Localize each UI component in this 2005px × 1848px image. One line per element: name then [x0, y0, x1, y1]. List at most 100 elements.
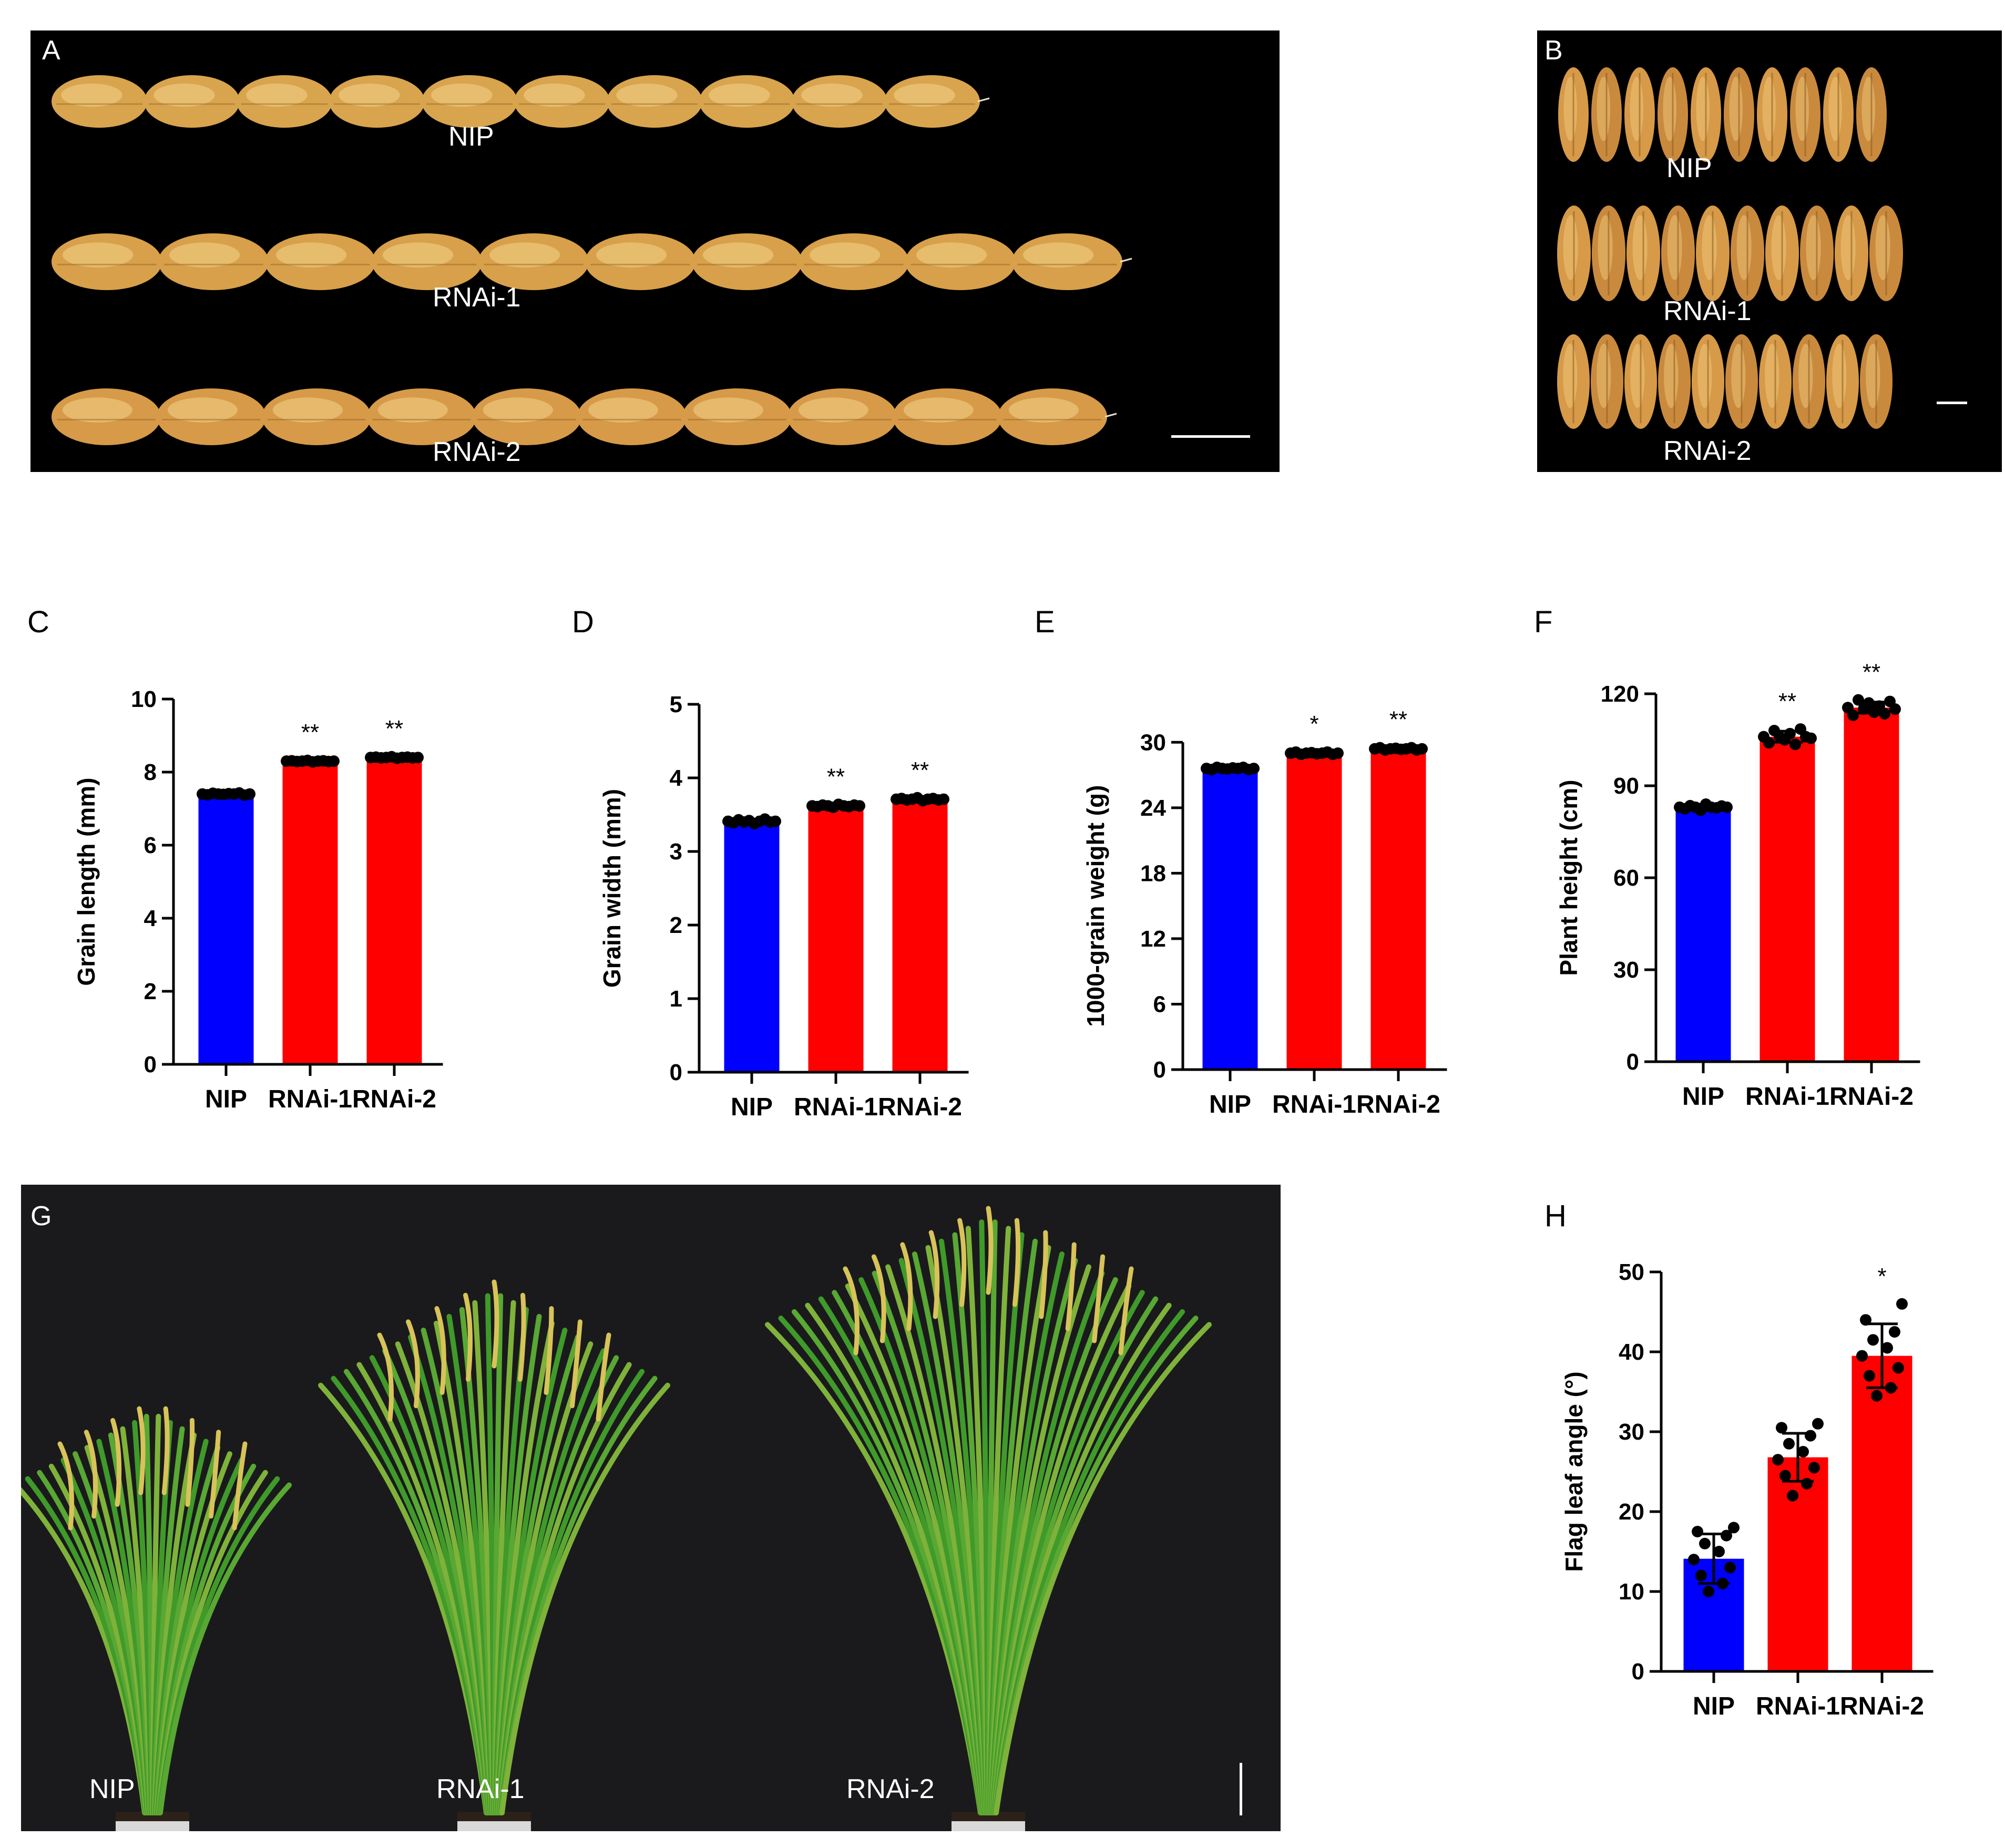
chart-h-point-rnai-2-2	[1885, 1382, 1897, 1394]
chart-e-ytick-label-3: 18	[1140, 860, 1166, 886]
panel-a-grain-r3-4	[367, 388, 486, 445]
chart-e-bar-nip	[1202, 768, 1258, 1070]
panel-g-letter: G	[30, 1201, 52, 1231]
chart-h-point-rnai-1-10	[1812, 1418, 1824, 1430]
chart-d-ytick-label-3: 3	[670, 839, 682, 865]
panel-b-grain-r3-4	[1658, 334, 1691, 429]
chart-h-ytick-label-3: 30	[1619, 1419, 1644, 1445]
chart-h-point-rnai-2-8	[1889, 1326, 1900, 1338]
panel-b-grain-r1-10	[1856, 67, 1887, 162]
panel-a-grain-r2-1	[52, 233, 172, 290]
chart-d-grain-width: 0 1 2 3 4 5 NIP RNAi-1 RNAi-2 ** ** Grain width (mm…	[589, 662, 1020, 1138]
panel-b-grain-r1-3	[1624, 67, 1655, 162]
panel-a-grain-r3-2	[157, 388, 276, 445]
panel-g-photo: G NIP RNAi-1 RNAi-2	[21, 1185, 1281, 1831]
chart-h-point-nip-6	[1713, 1546, 1725, 1557]
panel-b-grain-r1-4	[1658, 67, 1688, 162]
panel-a-scale-bar	[1171, 435, 1250, 438]
chart-f-point-rnai-2-10	[1889, 703, 1901, 715]
chart-h-point-nip-8	[1721, 1529, 1732, 1542]
chart-e-xtick-label-rnai-1: RNAi-1	[1272, 1091, 1356, 1118]
panel-b-photo: B NIP RNAi-1 RNAi-2	[1537, 30, 2002, 472]
chart-f-ytick-label-2: 60	[1613, 865, 1639, 891]
panel-b-grain-r1-7	[1757, 67, 1787, 162]
panel-b-label-rnai2: RNAi-2	[1663, 436, 1752, 466]
chart-h-point-rnai-1-9	[1776, 1422, 1787, 1434]
chart-h-xtick-label-rnai-1: RNAi-1	[1756, 1692, 1840, 1720]
chart-f-point-rnai-1-6	[1784, 727, 1796, 740]
chart-f-point-nip-10	[1721, 801, 1733, 813]
panel-b-grain-r1-2	[1591, 67, 1622, 162]
panel-b-grain-r3-2	[1591, 334, 1623, 429]
panel-b-grain-r2-5	[1696, 206, 1730, 301]
panel-a-label-nip: NIP	[448, 121, 494, 152]
panel-a-grain-r1-7	[607, 75, 712, 128]
chart-f-point-rnai-2-8	[1879, 707, 1890, 720]
chart-h-point-rnai-1-3	[1779, 1470, 1791, 1482]
chart-h-point-nip-9	[1692, 1526, 1703, 1537]
panel-a-grain-r3-7	[682, 388, 802, 445]
chart-d-xtick-label-nip: NIP	[731, 1093, 773, 1121]
panel-b-grain-r2-10	[1869, 206, 1903, 301]
panel-a-grain-r1-4	[329, 75, 435, 128]
chart-c-bar-rnai-2	[366, 757, 422, 1064]
panel-b-grain-r3-10	[1860, 334, 1893, 429]
chart-h-point-rnai-1-6	[1797, 1446, 1809, 1457]
chart-e-ytick-label-1: 6	[1153, 991, 1166, 1017]
panel-a-grain-r3-9	[893, 388, 1012, 445]
panel-d-letter: D	[572, 605, 594, 639]
chart-c-svg: 0 2 4 6 8 10 NIP RNAi-1 RNAi-2 ** ** Grain length (…	[73, 686, 443, 1113]
chart-d-significance-rnai-1: **	[827, 764, 845, 789]
chart-d-ytick-label-2: 2	[670, 912, 682, 938]
chart-d-point-rnai-2-10	[938, 793, 949, 805]
panel-f-letter: F	[1534, 605, 1553, 639]
chart-h-ytick-label-4: 40	[1619, 1339, 1644, 1365]
chart-d-ytick-label-0: 0	[670, 1060, 682, 1085]
chart-d-ytick-label-1: 1	[670, 986, 682, 1012]
chart-h-point-rnai-1-8	[1805, 1430, 1816, 1442]
chart-e-ytick-label-5: 30	[1140, 730, 1166, 755]
chart-h-point-rnai-2-3	[1864, 1370, 1875, 1382]
chart-d-bar-rnai-2	[892, 799, 948, 1072]
chart-e-point-rnai-1-10	[1332, 747, 1344, 759]
chart-c-ytick-label-4: 8	[144, 759, 157, 785]
chart-c-ylabel: Grain length (mm)	[73, 777, 100, 985]
panel-b-grain-r3-6	[1725, 334, 1758, 429]
chart-f-point-rnai-1-10	[1805, 732, 1817, 744]
panel-a-label-rnai1: RNAi-1	[433, 282, 521, 313]
panel-a-grain-r1-8	[699, 75, 805, 128]
chart-c-bar-nip	[198, 794, 254, 1064]
chart-c-point-nip-10	[244, 788, 255, 800]
chart-f-xtick-label-rnai-1: RNAi-1	[1745, 1083, 1829, 1111]
panel-g-plant-rnai2	[765, 1206, 1212, 1831]
panel-b-grain-r3-7	[1759, 334, 1792, 429]
panel-b-scale-bar	[1937, 402, 1967, 404]
chart-f-ytick-label-4: 120	[1601, 681, 1639, 707]
panel-b-grain-r3-8	[1793, 334, 1825, 429]
chart-c-point-rnai-1-10	[328, 755, 340, 767]
chart-d-significance-rnai-2: **	[911, 757, 929, 783]
panel-b-label-nip: NIP	[1666, 153, 1712, 183]
panel-g-label-nip: NIP	[89, 1774, 135, 1804]
chart-h-point-nip-1	[1703, 1586, 1714, 1597]
panel-a-label-rnai2: RNAi-2	[433, 437, 521, 467]
chart-e-xtick-label-nip: NIP	[1209, 1091, 1251, 1118]
chart-f-significance-rnai-1: **	[1778, 689, 1796, 714]
chart-f-ytick-label-1: 30	[1613, 957, 1639, 983]
chart-f-point-rnai-1-7	[1789, 738, 1801, 751]
chart-h-point-rnai-2-6	[1881, 1342, 1893, 1354]
chart-c-ytick-label-2: 4	[144, 906, 157, 931]
panel-a-grain-r2-8	[799, 233, 919, 290]
panel-g-label-rnai2: RNAi-2	[846, 1774, 935, 1804]
chart-h-point-nip-7	[1699, 1537, 1711, 1549]
chart-h-point-rnai-2-10	[1896, 1298, 1908, 1310]
panel-g-plant-nip	[21, 1406, 292, 1831]
chart-f-bar-nip	[1675, 807, 1731, 1062]
chart-e-significance-rnai-1: *	[1310, 711, 1318, 737]
chart-f-xtick-label-nip: NIP	[1682, 1083, 1724, 1111]
panel-g-label-rnai1: RNAi-1	[436, 1774, 525, 1804]
panel-a-grain-r1-5	[422, 75, 527, 128]
panel-a-grain-r3-1	[52, 388, 171, 445]
chart-h-point-rnai-2-4	[1893, 1362, 1904, 1374]
chart-d-xtick-label-rnai-1: RNAi-1	[794, 1093, 878, 1121]
